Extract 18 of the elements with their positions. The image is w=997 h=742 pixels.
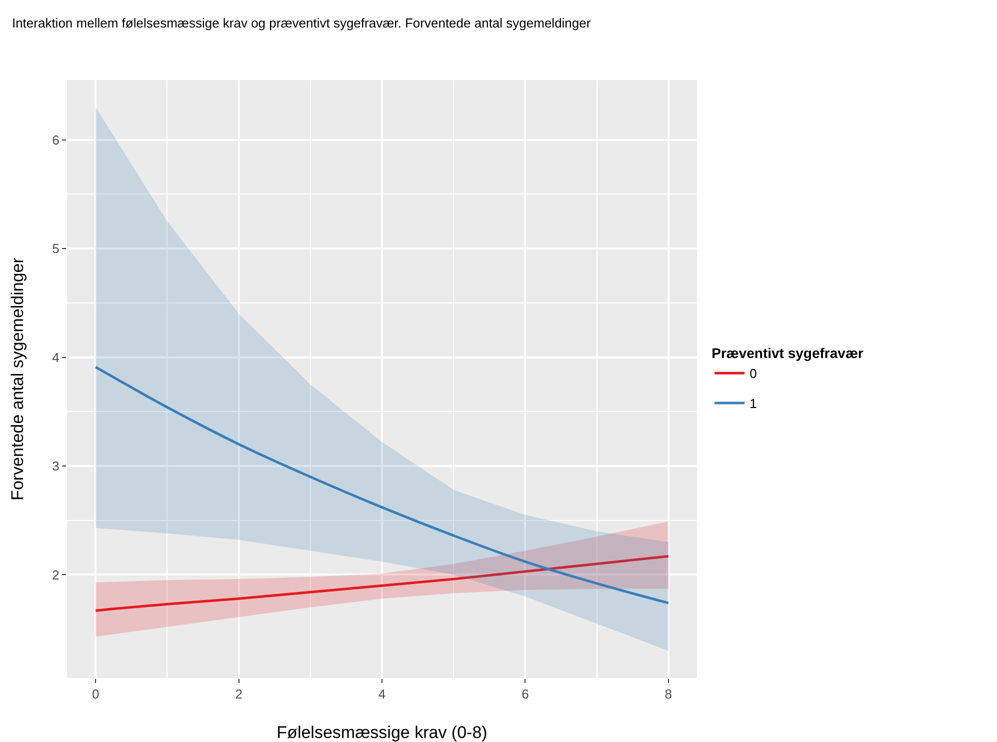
x-tick-label: 8: [664, 686, 672, 702]
chart-title: Interaktion mellem følelsesmæssige krav og præventivt sygefravær. Forventede antal sygemeldinger: [12, 16, 592, 31]
x-tick-label: 6: [522, 686, 529, 702]
legend-title: Præventivt sygefravær: [712, 345, 864, 362]
y-axis-title: Forventede antal sygemeldinger: [8, 257, 27, 500]
y-tick-label: 3: [52, 458, 60, 474]
y-tick-label: 6: [52, 132, 60, 148]
x-tick-label: 0: [92, 686, 100, 702]
line-series: [94, 554, 670, 612]
legend-label: 0: [750, 366, 757, 382]
y-tick-label: 4: [52, 350, 60, 365]
y-tick-label: 2: [52, 567, 60, 582]
y-tick-label: 5: [52, 241, 60, 256]
legend-label: 1: [750, 396, 757, 412]
x-tick-label: 2: [235, 686, 242, 702]
x-axis-title: Følelsesmæssige krav (0-8): [276, 723, 488, 742]
line-series: [94, 366, 670, 604]
x-tick-label: 4: [378, 686, 386, 702]
